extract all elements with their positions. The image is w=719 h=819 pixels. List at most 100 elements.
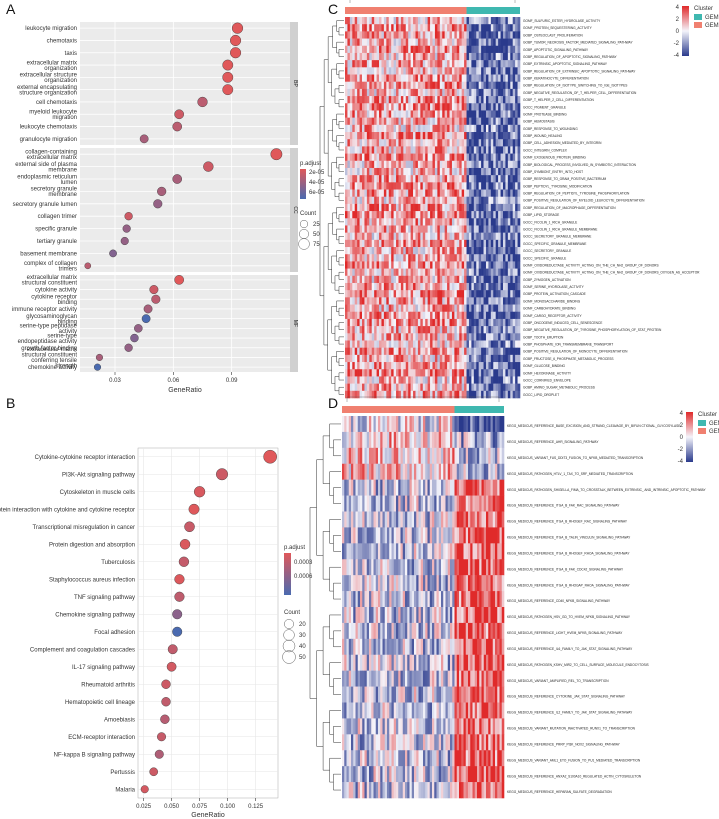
heat-cell — [371, 38, 375, 47]
heat-cell — [483, 117, 487, 126]
heat-cell — [488, 383, 492, 392]
heat-cell — [403, 304, 407, 313]
heat-cell — [517, 347, 521, 356]
x-axis-title: GeneRatio — [168, 387, 202, 394]
heat-cell — [403, 167, 407, 176]
heat-cell — [437, 297, 441, 305]
heat-cell — [388, 268, 392, 277]
heat-cell — [420, 254, 424, 262]
heat-cell — [405, 167, 409, 176]
heat-cell — [383, 333, 387, 341]
heat-cell — [382, 463, 386, 480]
heat-cell — [488, 390, 492, 399]
heat-cell — [396, 282, 399, 291]
heat-cell — [502, 225, 506, 233]
heat-cell — [497, 416, 500, 433]
facet-strip — [290, 275, 298, 372]
heat-cell — [510, 96, 514, 104]
heat-cell — [357, 591, 361, 608]
heat-cell — [383, 254, 387, 262]
heat-cell — [507, 124, 511, 133]
heat-cell — [393, 160, 397, 169]
heat-cell — [461, 559, 464, 576]
heat-cell — [366, 511, 370, 528]
heat-cell — [393, 211, 397, 219]
heat-cell — [488, 124, 492, 133]
heat-cell — [410, 17, 414, 25]
heat-cell — [427, 304, 431, 313]
heat-cell — [400, 139, 404, 147]
heat-cell — [408, 247, 411, 255]
heat-cell — [381, 225, 385, 233]
heat-cell — [498, 175, 501, 183]
heat-cell — [345, 52, 348, 61]
heat-cell — [490, 211, 494, 219]
heat-cell — [403, 354, 407, 363]
heat-cell — [495, 196, 499, 205]
heat-cell — [515, 225, 518, 233]
heat-cell — [369, 225, 373, 233]
heat-cell — [387, 543, 390, 560]
heat-cell — [352, 189, 356, 198]
heat-cell — [418, 527, 422, 544]
heat-cell — [472, 463, 476, 480]
heat-cell — [383, 31, 387, 39]
heat-cell — [456, 196, 460, 205]
heat-cell — [366, 311, 370, 320]
heat-cell — [420, 311, 424, 320]
heat-cell — [493, 167, 496, 176]
heat-cell — [388, 232, 392, 241]
heat-cell — [427, 362, 431, 370]
heat-cell — [398, 232, 402, 241]
heat-cell — [427, 290, 431, 298]
heat-cell — [410, 297, 414, 305]
heat-cell — [471, 225, 475, 233]
heat-cell — [502, 31, 506, 39]
heat-cell — [512, 347, 516, 356]
heat-cell — [500, 275, 504, 284]
heat-cell — [380, 479, 383, 496]
heat-cell — [352, 38, 356, 47]
term-label: trimers — [59, 267, 77, 273]
heat-cell — [396, 479, 399, 496]
heat-cell — [430, 88, 433, 97]
heat-cell — [507, 38, 511, 47]
heat-cell — [451, 247, 455, 255]
heat-cell — [388, 153, 392, 162]
heat-cell — [466, 282, 470, 291]
heat-cell — [490, 132, 494, 140]
heat-cell — [376, 160, 380, 169]
heat-cell — [417, 110, 421, 118]
heat-cell — [434, 196, 438, 205]
heat-cell — [425, 124, 428, 133]
heat-cell — [381, 160, 385, 169]
heat-cell — [461, 17, 465, 25]
heat-cell — [495, 60, 499, 68]
heat-cell — [347, 261, 351, 269]
dendrogram-branch — [338, 322, 344, 330]
heat-cell — [427, 160, 431, 169]
heat-cell — [470, 527, 473, 544]
heat-cell — [481, 17, 484, 25]
heat-cell — [364, 369, 368, 377]
heat-cell — [439, 232, 443, 241]
legend-cluster-label: GEM1 — [705, 15, 719, 21]
heat-cell — [434, 232, 438, 241]
heat-cell — [473, 67, 477, 75]
heat-cell — [495, 139, 499, 147]
heat-cell — [388, 369, 392, 377]
heat-cell — [449, 261, 453, 269]
heat-cell — [344, 479, 347, 496]
heat-cell — [369, 132, 373, 140]
heat-cell — [490, 268, 494, 277]
heat-cell — [510, 203, 514, 212]
heat-cell — [405, 132, 409, 140]
heat-cell — [449, 268, 453, 277]
heat-cell — [366, 67, 370, 75]
heat-cell — [517, 132, 521, 140]
heat-cell — [495, 333, 499, 341]
heat-cell — [429, 479, 433, 496]
heat-cell — [481, 543, 485, 560]
heat-cell — [456, 297, 460, 305]
heat-cell — [393, 247, 397, 255]
